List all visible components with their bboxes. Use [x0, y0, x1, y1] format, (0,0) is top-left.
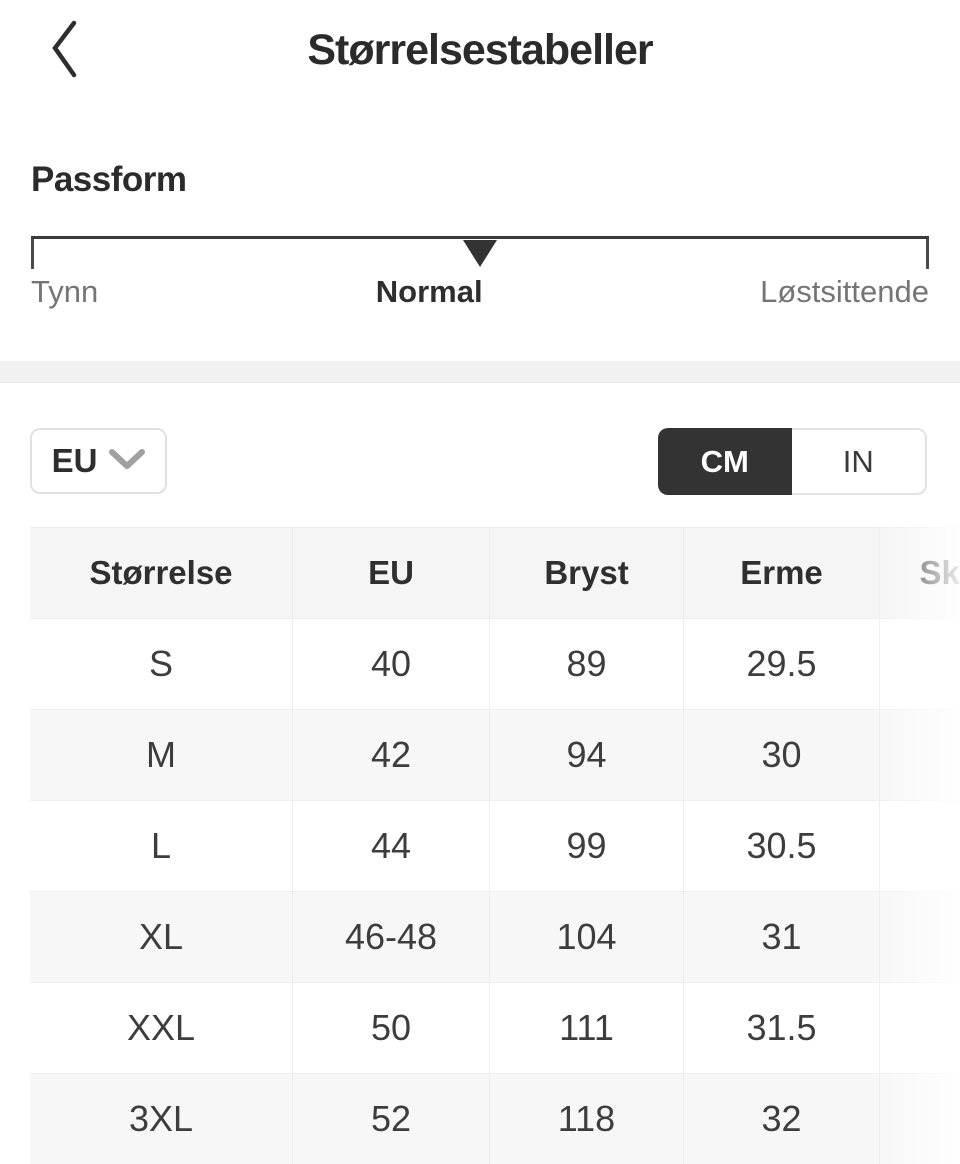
- unit-toggle-in[interactable]: IN: [791, 428, 927, 495]
- cell-size: 3XL: [30, 1074, 293, 1164]
- fit-section-heading: Passform: [31, 160, 187, 199]
- fit-marker-triangle-icon: [463, 240, 497, 267]
- size-table: Størrelse EU Bryst Erme Skulder S 40 89 …: [30, 527, 960, 1164]
- fit-scale: [31, 236, 929, 271]
- cell-size: S: [30, 619, 293, 709]
- table-row: XL 46-48 104 31: [30, 891, 960, 982]
- cell-eu: 40: [293, 619, 490, 709]
- cell-chest: 99: [490, 801, 684, 891]
- table-header-row: Størrelse EU Bryst Erme Skulder: [30, 528, 960, 618]
- cell-eu: 44: [293, 801, 490, 891]
- column-header-eu: EU: [293, 528, 490, 618]
- cell-chest: 111: [490, 983, 684, 1073]
- cell-chest: 89: [490, 619, 684, 709]
- cell-chest: 94: [490, 710, 684, 800]
- cell-sleeve: 31: [684, 892, 880, 982]
- chevron-down-icon: [109, 448, 146, 474]
- cell-shoulder: [880, 892, 960, 982]
- page-title: Størrelsestabeller: [307, 26, 653, 74]
- chevron-left-icon: [50, 20, 78, 81]
- table-row: L 44 99 30.5: [30, 800, 960, 891]
- cell-eu: 42: [293, 710, 490, 800]
- table-row: XXL 50 111 31.5: [30, 982, 960, 1073]
- unit-toggle: CM IN: [658, 428, 927, 495]
- app-bar: Størrelsestabeller: [0, 0, 960, 104]
- back-button[interactable]: [34, 12, 94, 88]
- cell-chest: 118: [490, 1074, 684, 1164]
- region-select-value: EU: [51, 442, 98, 479]
- cell-eu: 50: [293, 983, 490, 1073]
- column-header-sleeve: Erme: [684, 528, 880, 618]
- cell-size: L: [30, 801, 293, 891]
- cell-sleeve: 32: [684, 1074, 880, 1164]
- cell-size: XXL: [30, 983, 293, 1073]
- scale-right-tick: [926, 239, 929, 269]
- section-divider: [0, 361, 960, 383]
- cell-sleeve: 30: [684, 710, 880, 800]
- unit-toggle-cm[interactable]: CM: [658, 428, 792, 495]
- cell-size: XL: [30, 892, 293, 982]
- cell-chest: 104: [490, 892, 684, 982]
- region-select-button[interactable]: EU: [30, 428, 167, 494]
- cell-sleeve: 30.5: [684, 801, 880, 891]
- fit-label-thin: Tynn: [31, 274, 99, 309]
- fit-scale-labels: Tynn Normal Løstsittende: [31, 274, 929, 310]
- cell-shoulder: [880, 801, 960, 891]
- cell-shoulder: [880, 710, 960, 800]
- table-row: 3XL 52 118 32: [30, 1073, 960, 1164]
- scale-left-tick: [31, 239, 34, 269]
- table-row: M 42 94 30: [30, 709, 960, 800]
- cell-shoulder: [880, 1074, 960, 1164]
- cell-shoulder: [880, 619, 960, 709]
- column-header-size: Størrelse: [30, 528, 293, 618]
- column-header-shoulder: Skulder: [919, 554, 960, 591]
- cell-sleeve: 31.5: [684, 983, 880, 1073]
- cell-shoulder: [880, 983, 960, 1073]
- cell-size: M: [30, 710, 293, 800]
- cell-eu: 46-48: [293, 892, 490, 982]
- cell-sleeve: 29.5: [684, 619, 880, 709]
- fit-label-normal: Normal: [375, 274, 483, 309]
- column-header-chest: Bryst: [490, 528, 684, 618]
- table-row: S 40 89 29.5: [30, 618, 960, 709]
- fit-label-loose: Løstsittende: [760, 274, 929, 309]
- cell-eu: 52: [293, 1074, 490, 1164]
